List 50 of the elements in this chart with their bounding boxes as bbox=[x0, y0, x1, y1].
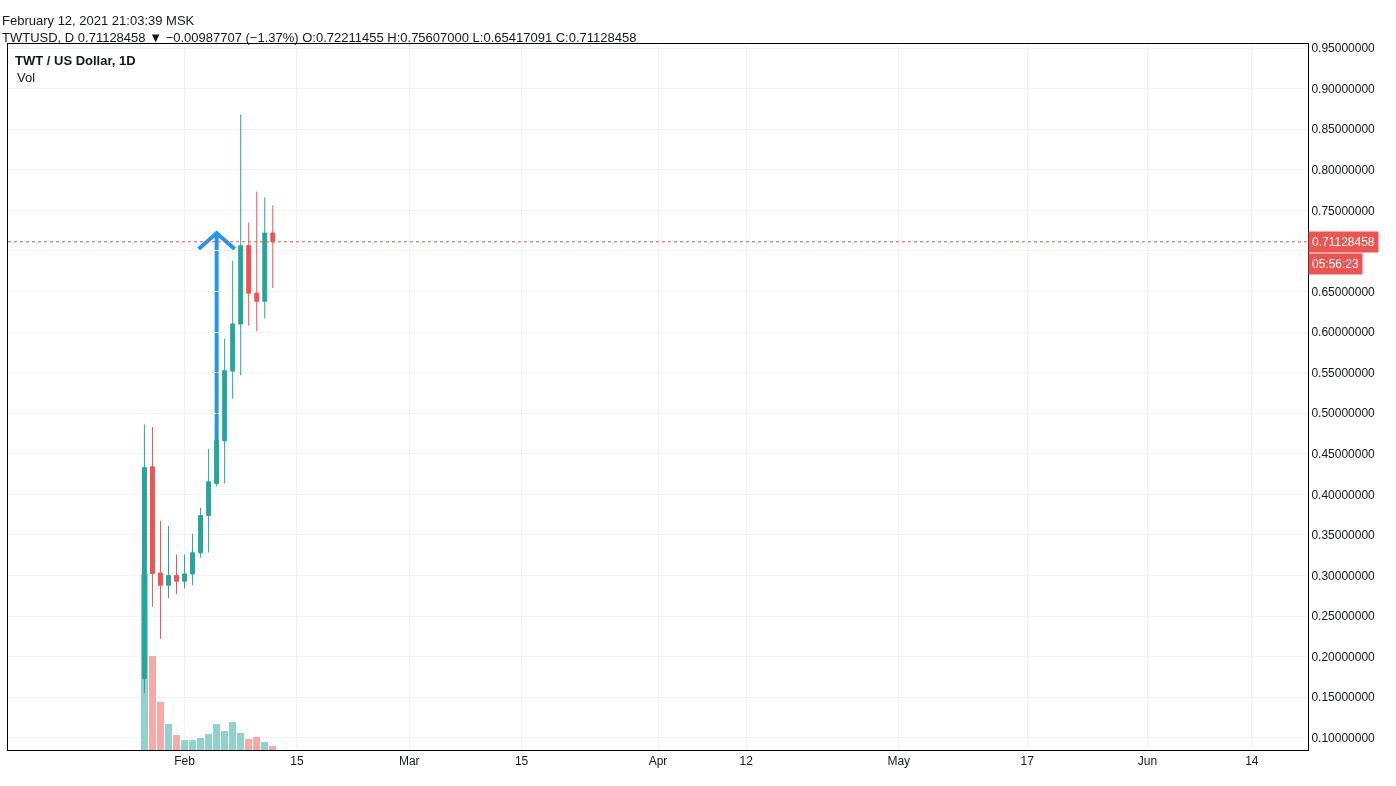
y-tick-label: 0.95000000 bbox=[1311, 41, 1376, 56]
annotation: TWTUSD, D 0.71128458 ▼ −0.00987707 (−1.37%) O:0.72211455 H:0.75607000 L:0.65417091 C:0.71128458 bbox=[2, 30, 637, 45]
ref-line-label: 0.71128458 bbox=[1312, 235, 1375, 249]
candlestick bbox=[222, 338, 228, 484]
y-tick-label: 0.15000000 bbox=[1311, 690, 1376, 705]
y-tick-label: 0.45000000 bbox=[1311, 447, 1376, 461]
text: TWT / US Dollar, 1D bbox=[15, 52, 136, 68]
bar bbox=[165, 723, 172, 750]
x-tick-label: Feb bbox=[174, 754, 196, 769]
y-tick-label: 0.85000000 bbox=[1311, 122, 1376, 137]
y-tick-label: 0.55000000 bbox=[1311, 365, 1376, 380]
y-tick-label: 0.65000000 bbox=[1311, 284, 1376, 299]
candlestick bbox=[174, 553, 179, 595]
candlestick bbox=[190, 533, 196, 586]
candlestick bbox=[238, 114, 244, 376]
x-tick-label: May bbox=[887, 754, 911, 769]
bar bbox=[173, 735, 180, 750]
candlestick bbox=[149, 426, 155, 608]
y-tick-label: 0.25000000 bbox=[1311, 609, 1376, 624]
y-tick-label: 0.80000000 bbox=[1311, 162, 1376, 177]
x-tick-label: Apr bbox=[648, 754, 668, 769]
x-tick-label: 14 bbox=[1245, 754, 1259, 769]
text: February 12, 2021 21:03:39 MSK bbox=[2, 13, 195, 28]
y-tick-label: 0.90000000 bbox=[1311, 81, 1376, 96]
y-tick-label: 0.30000000 bbox=[1311, 568, 1376, 583]
candlestick bbox=[166, 525, 171, 599]
y-tick-label: 0.10000000 bbox=[1311, 731, 1376, 746]
candlestick bbox=[182, 553, 188, 590]
y-tick-label: 0.40000000 bbox=[1311, 487, 1376, 502]
bar bbox=[261, 742, 269, 750]
candlestick bbox=[198, 507, 204, 559]
candlestick bbox=[158, 520, 163, 640]
annotation: Vol bbox=[17, 70, 36, 85]
text: 05:56:23 bbox=[1312, 257, 1360, 271]
x-tick-label: 15 bbox=[514, 754, 529, 769]
y-tick-label: 0.60000000 bbox=[1311, 325, 1376, 340]
y-tick-label: 0.35000000 bbox=[1311, 528, 1376, 543]
x-tick-label: 12 bbox=[739, 754, 754, 769]
x-tick-label: 17 bbox=[1020, 754, 1035, 769]
bar bbox=[269, 745, 277, 750]
candlestick bbox=[262, 196, 268, 319]
x-tick-label: Mar bbox=[398, 754, 420, 769]
candlestick bbox=[206, 448, 212, 553]
x-tick-label: 15 bbox=[290, 754, 304, 769]
y-tick-label: 0.50000000 bbox=[1311, 406, 1376, 421]
y-tick-label: 0.20000000 bbox=[1311, 649, 1376, 664]
x-tick-label: Jun bbox=[1137, 754, 1158, 769]
candlestick bbox=[230, 260, 236, 400]
candlestick bbox=[214, 360, 220, 487]
y-tick-label: 0.75000000 bbox=[1311, 203, 1376, 218]
